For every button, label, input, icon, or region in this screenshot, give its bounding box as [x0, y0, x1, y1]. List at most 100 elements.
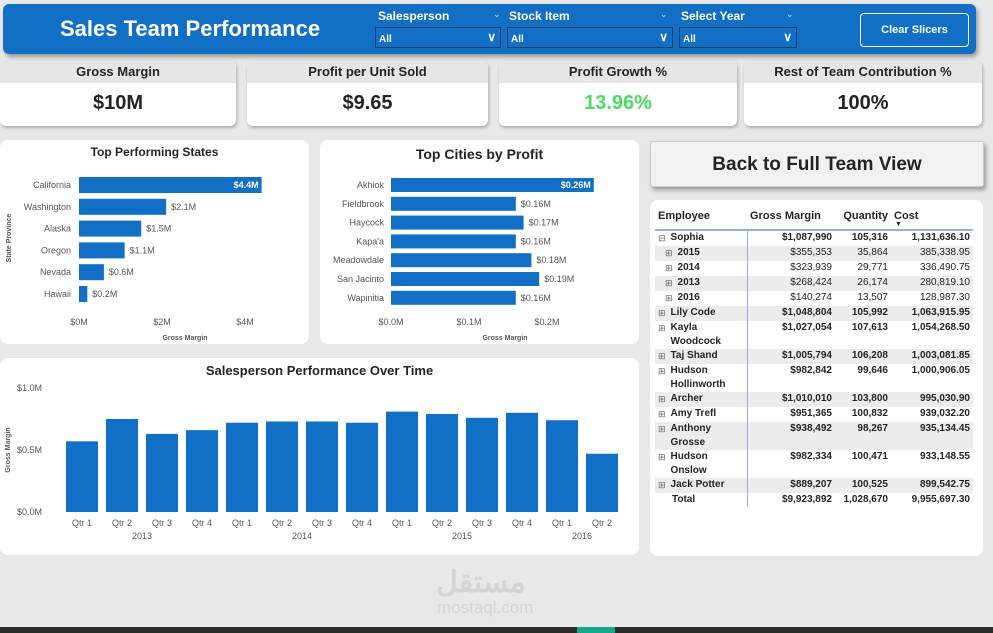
- table-row[interactable]: ⊞ 2013 $268,424 26,174 280,819.10: [655, 276, 973, 291]
- data-label: $0.17M: [529, 218, 559, 228]
- gross-margin-cell: $1,087,990: [781, 232, 832, 243]
- bar[interactable]: [306, 421, 338, 512]
- bar[interactable]: [506, 412, 538, 512]
- bar[interactable]: [186, 430, 218, 512]
- bar[interactable]: [106, 419, 138, 512]
- column-header-gross-margin[interactable]: Gross Margin: [747, 209, 835, 231]
- bar[interactable]: [426, 414, 458, 512]
- employee-name: Amy Trefl: [670, 408, 717, 419]
- states-chart-card: Top Performing States: [0, 140, 309, 344]
- bar[interactable]: [391, 178, 594, 192]
- table-row[interactable]: ⊞ Amy Trefl $951,365 100,832 939,032.20: [655, 407, 973, 422]
- cost-cell: 935,134.45: [891, 422, 973, 450]
- bar[interactable]: [386, 411, 418, 512]
- active-tab-indicator[interactable]: [577, 627, 615, 633]
- expand-icon[interactable]: ⊞: [658, 424, 666, 434]
- expand-icon[interactable]: ⊞: [665, 293, 673, 303]
- table-row[interactable]: ⊞ Hudson Onslow $982,334 100,471 933,148.…: [655, 450, 973, 478]
- quantity-cell: 100,471: [851, 451, 888, 462]
- expand-icon[interactable]: ⊞: [665, 278, 673, 288]
- table-row[interactable]: ⊞ Kayla Woodcock $1,027,054 107,613 1,054…: [655, 321, 973, 349]
- chart-title: Top Cities by Profit: [415, 146, 544, 162]
- category-label: Alaska: [44, 224, 71, 234]
- bar[interactable]: [79, 198, 167, 215]
- bar[interactable]: [391, 234, 516, 249]
- employee-name: Kayla Woodcock: [670, 322, 721, 347]
- year-label: 2013: [132, 531, 152, 541]
- chevron-down-icon: ⌄: [660, 9, 668, 19]
- bar[interactable]: [346, 422, 378, 512]
- clear-slicers-button[interactable]: Clear Slicers: [860, 13, 969, 47]
- back-to-full-team-button[interactable]: Back to Full Team View: [650, 141, 984, 187]
- bar[interactable]: [391, 290, 516, 305]
- category-label: Washington: [24, 202, 71, 212]
- slicer-salesperson[interactable]: All ∨: [375, 27, 501, 48]
- expand-icon[interactable]: ⊞: [658, 480, 666, 490]
- table-row[interactable]: ⊞ Jack Potter $889,207 100,525 899,542.75: [655, 478, 973, 493]
- bar[interactable]: [146, 433, 178, 512]
- expand-icon[interactable]: ⊞: [658, 394, 666, 404]
- chevron-down-icon: ∨: [659, 30, 668, 44]
- cost-cell: 1,131,636.10: [911, 232, 970, 243]
- table-row[interactable]: ⊞ Lily Code $1,048,804 105,992 1,063,915.…: [655, 306, 973, 321]
- table-row[interactable]: ⊞ Archer $1,010,010 103,800 995,030.90: [655, 392, 973, 407]
- cost-cell: 1,063,915.95: [891, 306, 973, 321]
- total-label: Total: [655, 493, 748, 507]
- axis-tick-label: $0.2M: [534, 317, 559, 327]
- expand-icon[interactable]: ⊞: [665, 248, 673, 258]
- gross-margin-cell: $938,492: [747, 422, 835, 450]
- bar[interactable]: [79, 264, 104, 281]
- expand-icon[interactable]: ⊞: [658, 351, 666, 361]
- slicer-year-label: Select Year: [681, 9, 745, 23]
- column-header-cost[interactable]: Cost ▼: [891, 209, 973, 231]
- bar[interactable]: [391, 196, 516, 211]
- cost-cell: 1,000,906.05: [911, 365, 970, 376]
- collapse-icon[interactable]: ⊟: [658, 233, 666, 243]
- expand-icon[interactable]: ⊞: [658, 308, 666, 318]
- slicer-stock-item[interactable]: All ∨: [507, 27, 673, 48]
- table-row[interactable]: ⊟ Sophia $1,087,990 105,316 1,131,636.10: [655, 230, 973, 246]
- bar[interactable]: [466, 417, 498, 512]
- column-header-employee[interactable]: Employee: [655, 209, 747, 231]
- gross-margin-cell: $9,923,892: [781, 494, 832, 505]
- gross-margin-cell: $323,939: [790, 262, 832, 273]
- table-row[interactable]: ⊞ 2015 $355,353 35,864 385,338.95: [655, 246, 973, 261]
- bar[interactable]: [79, 242, 125, 259]
- axis-title: Gross Margin: [162, 335, 207, 342]
- expand-icon[interactable]: ⊞: [658, 366, 666, 376]
- employee-name: Taj Shand: [670, 350, 718, 361]
- bar[interactable]: [391, 215, 524, 230]
- expand-icon[interactable]: ⊞: [658, 452, 666, 462]
- axis-tick-label: Qtr 2: [272, 518, 292, 528]
- bar[interactable]: [79, 286, 88, 302]
- axis-tick-label: Qtr 4: [352, 518, 372, 528]
- bar[interactable]: [79, 177, 262, 193]
- bar[interactable]: [66, 441, 98, 512]
- expand-icon[interactable]: ⊞: [665, 263, 673, 273]
- header-label: Cost: [894, 210, 919, 222]
- cost-cell: 385,338.95: [891, 246, 973, 261]
- bar[interactable]: [226, 422, 258, 512]
- column-header-quantity[interactable]: Quantity: [835, 209, 891, 231]
- table-row[interactable]: ⊞ Anthony Grosse $938,492 98,267 935,134.…: [655, 422, 973, 450]
- table-row[interactable]: ⊞ 2016 $140,274 13,507 128,987.30: [655, 291, 973, 306]
- bar[interactable]: [391, 272, 540, 286]
- bar[interactable]: [79, 220, 142, 237]
- axis-tick-label: Qtr 3: [472, 518, 492, 528]
- table-row[interactable]: ⊞ Taj Shand $1,005,794 106,208 1,003,081.…: [655, 349, 973, 364]
- bar[interactable]: [266, 421, 298, 512]
- data-label: $1.1M: [130, 245, 155, 255]
- bar[interactable]: [586, 453, 618, 512]
- gross-margin-cell: $1,048,804: [747, 306, 835, 321]
- bar[interactable]: [391, 253, 532, 268]
- table-row[interactable]: ⊞ 2014 $323,939 29,771 336,490.75: [655, 261, 973, 276]
- watermark-logo: مستقل: [436, 566, 526, 599]
- slicer-year[interactable]: All ∨: [679, 27, 797, 48]
- kpi-label: Profit per Unit Sold: [247, 61, 488, 83]
- employee-table: Employee Gross Margin Quantity Cost ▼ ⊟ So…: [655, 209, 973, 507]
- data-label: $0.6M: [109, 267, 134, 277]
- expand-icon[interactable]: ⊞: [658, 323, 666, 333]
- expand-icon[interactable]: ⊞: [658, 409, 666, 419]
- table-row[interactable]: ⊞ Hudson Hollinworth $982,842 99,646 1,00…: [655, 364, 973, 392]
- bar[interactable]: [546, 420, 578, 512]
